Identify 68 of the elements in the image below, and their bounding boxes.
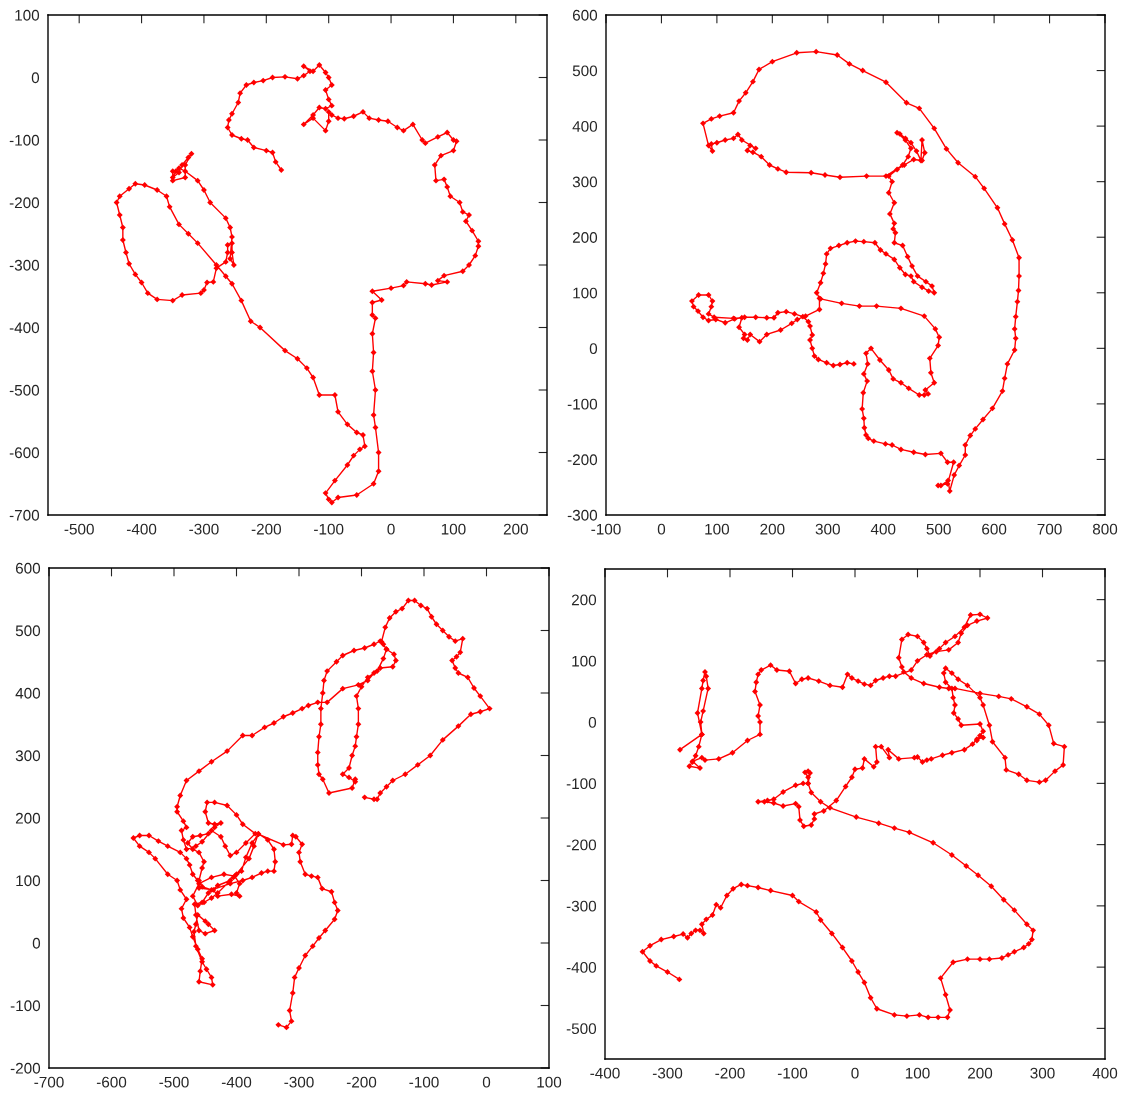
y-tick-label: -400 — [9, 322, 40, 334]
x-tick-label: 0 — [387, 523, 395, 535]
y-tick-label: -400 — [566, 961, 597, 973]
y-tick-label: 0 — [31, 72, 40, 84]
y-tick-label: 200 — [15, 812, 41, 824]
y-tick-label: 400 — [572, 120, 598, 132]
x-tick-label: 500 — [926, 523, 951, 535]
x-tick-label: -200 — [715, 1067, 745, 1079]
x-tick-label: 100 — [905, 1067, 930, 1079]
y-tick-label: 0 — [32, 937, 41, 949]
y-tick-label: -600 — [9, 447, 40, 459]
x-tick-label: 200 — [968, 1067, 993, 1079]
y-tick-label: 200 — [571, 594, 597, 606]
x-tick-label: -600 — [96, 1076, 127, 1088]
y-tick-label: -500 — [566, 1023, 597, 1035]
x-tick-label: -300 — [652, 1067, 683, 1079]
y-tick-label: 500 — [572, 65, 598, 77]
y-tick-label: 500 — [15, 625, 41, 637]
x-tick-label: -400 — [126, 523, 157, 535]
x-tick-label: 300 — [815, 523, 840, 535]
y-tick-label: -300 — [567, 509, 598, 521]
y-tick-label: -200 — [9, 197, 40, 209]
y-tick-label: -300 — [566, 900, 597, 912]
y-tick-label: 100 — [16, 875, 41, 887]
x-tick-label: 100 — [705, 523, 730, 535]
y-tick-label: 400 — [15, 687, 41, 699]
x-tick-label: 0 — [482, 1076, 491, 1088]
x-tick-label: -300 — [284, 1076, 314, 1088]
y-tick-label: 0 — [589, 343, 598, 355]
y-tick-label: -200 — [567, 454, 598, 466]
y-tick-label: -500 — [9, 384, 40, 396]
x-tick-label: -300 — [189, 523, 219, 535]
x-tick-label: 100 — [441, 523, 466, 535]
y-tick-label: 100 — [572, 655, 597, 667]
y-tick-label: -100 — [566, 778, 597, 790]
y-tick-label: 300 — [572, 176, 598, 188]
y-tick-label: 600 — [15, 562, 41, 574]
x-tick-label: 600 — [982, 523, 1007, 535]
x-tick-label: -500 — [159, 1076, 189, 1088]
x-tick-label: 0 — [657, 523, 666, 535]
y-tick-label: -100 — [567, 398, 598, 410]
y-tick-label: -200 — [566, 839, 597, 851]
y-tick-label: 100 — [573, 287, 598, 299]
x-tick-label: -400 — [221, 1076, 252, 1088]
x-tick-label: 800 — [1092, 523, 1118, 535]
x-tick-label: 0 — [851, 1067, 859, 1079]
x-tick-label: 400 — [870, 523, 896, 535]
y-tick-label: -300 — [9, 259, 40, 271]
x-tick-label: -100 — [314, 523, 344, 535]
y-tick-label: 200 — [572, 232, 598, 243]
y-tick-label: -100 — [9, 134, 40, 146]
y-tick-label: -700 — [9, 509, 40, 521]
x-tick-label: 100 — [537, 1076, 562, 1088]
x-tick-label: 200 — [760, 523, 785, 535]
x-tick-label: 300 — [1030, 1067, 1055, 1079]
x-tick-label: -200 — [346, 1076, 377, 1088]
y-tick-label: 600 — [572, 9, 598, 21]
x-tick-label: 400 — [1092, 1067, 1118, 1079]
x-tick-label: -200 — [251, 523, 282, 535]
x-tick-label: -500 — [64, 523, 94, 535]
y-tick-label: -100 — [10, 1000, 41, 1012]
x-tick-label: -100 — [409, 1076, 439, 1088]
x-tick-label: -100 — [777, 1067, 808, 1079]
x-tick-label: 700 — [1037, 523, 1062, 535]
y-tick-label: 100 — [15, 9, 40, 21]
y-tick-label: 0 — [588, 716, 597, 728]
y-tick-label: 300 — [15, 750, 41, 762]
x-tick-label: 200 — [503, 523, 528, 535]
